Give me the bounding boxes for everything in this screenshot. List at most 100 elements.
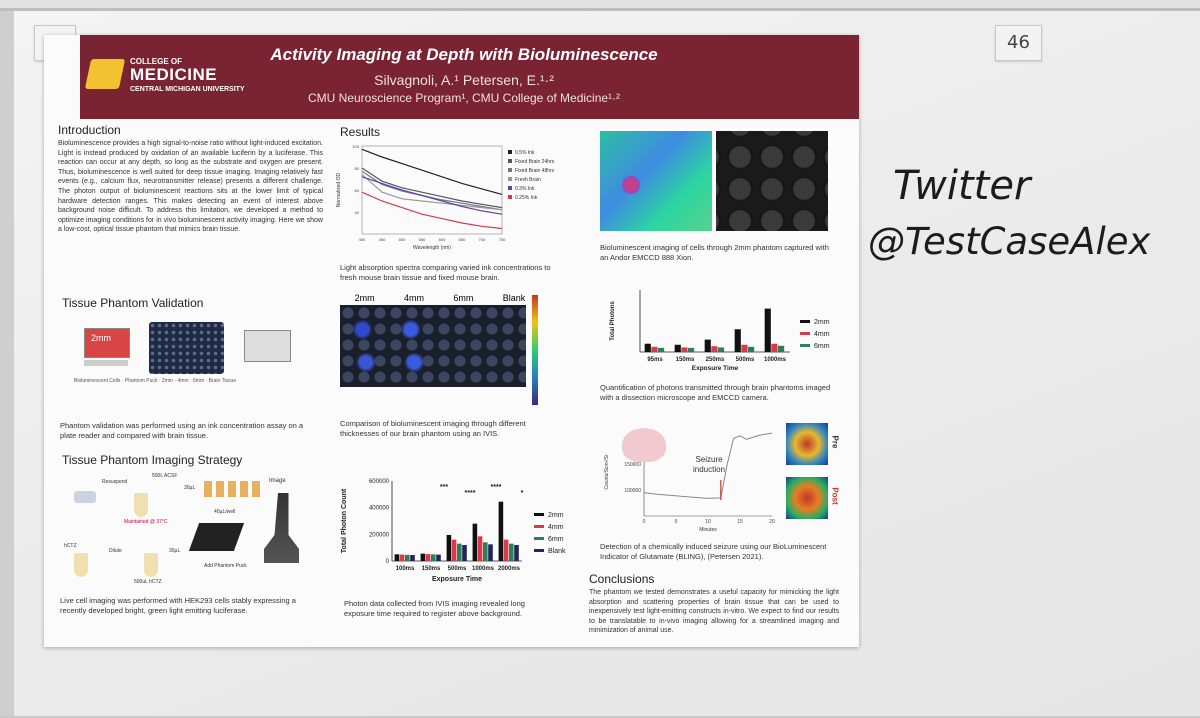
legend-swatch-1	[508, 159, 512, 163]
legend-4mm: 4mm	[177, 378, 189, 384]
ivis-image-panel: 2mm 4mm 6mm Blank	[340, 293, 570, 405]
college-logo: COLLEGE OF MEDICINE CENTRAL MICHIGAN UNI…	[84, 57, 258, 101]
x-tick-4: 1000ms	[764, 357, 787, 363]
board-frame-edge	[0, 11, 14, 716]
x-tick-5: 650	[459, 237, 466, 242]
poster-title: Activity Imaging at Depth with Biolumine…	[270, 45, 658, 64]
x-tick-0: 0	[643, 519, 646, 525]
conclusions-text: The phantom we tested demonstrates a use…	[589, 589, 839, 635]
label-hctz-volume: 500uL hCTZ	[134, 579, 162, 585]
label-acsf: 500L ACSF	[152, 473, 178, 479]
emccd-brightfield-image	[716, 131, 828, 231]
significance-marker-2: ****	[491, 484, 502, 491]
ivis-column-labels: 2mm 4mm 6mm Blank	[340, 293, 540, 303]
plate-reader-icon	[244, 330, 291, 362]
bar-250ms-6mm	[718, 347, 725, 352]
significance-marker-1: ****	[465, 490, 476, 497]
bar-95ms-6mm	[658, 347, 665, 352]
introduction-heading: Introduction	[58, 123, 121, 137]
conclusions-heading: Conclusions	[589, 572, 655, 586]
bar-1000ms-6mm	[483, 542, 488, 561]
label-add-puck: Add Phantom Puck	[204, 563, 247, 569]
x-tick-0: 95ms	[647, 357, 663, 363]
y-axis-label: Total Photon Count	[341, 488, 348, 553]
legend-label-2: 6mm	[814, 343, 830, 350]
legend-swatch-0	[800, 320, 810, 323]
legend-swatch-0	[534, 513, 544, 516]
x-tick-1: 5	[675, 519, 678, 525]
logo-line3: CENTRAL MICHIGAN UNIVERSITY	[130, 86, 245, 93]
strategy-figure: Resuspend 500L ACSF 30µL Maintained @ 37…	[64, 473, 314, 588]
bar-95ms-2mm	[644, 343, 651, 352]
legend-swatch-3	[534, 549, 544, 552]
validation-heading: Tissue Phantom Validation	[62, 296, 204, 310]
legend-cells: Bioluminescent Cells	[74, 378, 121, 384]
bar-1000ms-2mm	[764, 308, 771, 352]
legend-6mm: 6mm	[193, 378, 205, 384]
x-tick-4: 600	[439, 237, 446, 242]
label-dilute: Dilute	[109, 548, 122, 554]
legend-label-1: 4mm	[814, 331, 830, 338]
y-tick-1: 150000	[624, 462, 641, 468]
bar-150ms-Blank	[436, 554, 441, 561]
y-tick-1: 60	[355, 188, 360, 193]
bar-2000ms-2mm	[498, 501, 504, 561]
legend-puck: Phantom Puck	[124, 378, 158, 384]
absorption-spectra-chart: 0.5% Ink Fixed Brain 24hrs Fixed Brain 48h…	[336, 144, 555, 251]
bar-100ms-6mm	[405, 554, 410, 561]
bar-500ms-Blank	[462, 545, 467, 561]
bar-150ms-2mm	[674, 344, 681, 352]
bar-1000ms-6mm	[778, 345, 785, 352]
legend-label-3: Fresh Brain	[515, 177, 541, 183]
x-tick-7: 750	[499, 237, 506, 242]
legend-label-1: 4mm	[548, 524, 564, 531]
x-tick-2: 250ms	[706, 357, 725, 363]
x-tick-0: 400	[359, 237, 366, 242]
bar-1000ms-Blank	[488, 544, 493, 561]
y-axis-label: Total Photons	[610, 301, 616, 341]
bar-150ms-6mm	[688, 347, 695, 352]
bar-500ms-2mm	[446, 535, 452, 561]
bar-500ms-4mm	[741, 344, 748, 352]
results-heading: Results	[340, 125, 381, 139]
x-tick-1: 450	[379, 237, 386, 242]
legend-label-0: 0.5% Ink	[515, 150, 535, 156]
diluted-tube-icon	[144, 553, 158, 577]
legend-swatch-5	[508, 195, 512, 199]
ivis-label-4mm: 4mm	[404, 293, 425, 303]
introduction-text: Bioluminescence provides a high signal-t…	[58, 140, 323, 234]
legend-swatch-2	[534, 537, 544, 540]
bar-500ms-2mm	[734, 329, 741, 352]
y-tick-1: 200000	[369, 532, 390, 538]
plate-icon	[188, 523, 245, 551]
legend-swatch-2	[800, 344, 810, 347]
poster-authors: Silvagnoli, A.¹ Petersen, E.¹·²	[374, 72, 554, 88]
label-resuspend: Resuspend	[102, 479, 128, 485]
label-image: Image	[269, 478, 286, 484]
x-axis-label: Exposure Time	[432, 576, 482, 583]
legend-swatch-1	[534, 525, 544, 528]
label-hctz: hCTZ	[64, 543, 77, 549]
legend-label-0: 2mm	[548, 512, 564, 519]
x-tick-0: 100ms	[396, 566, 415, 572]
ivis-label-6mm: 6mm	[453, 293, 474, 303]
x-axis-label: Minutes	[699, 527, 717, 533]
legend-swatch-1	[800, 332, 810, 335]
legend-swatch-4	[508, 186, 512, 190]
series-line-3	[361, 174, 503, 211]
x-tick-1: 150ms	[422, 566, 441, 572]
post-label: Post	[830, 487, 840, 505]
legend-label-2: Fixed Brain 48hrs	[515, 168, 555, 174]
hctz-tube-icon	[74, 553, 88, 577]
pre-seizure-heatmap	[786, 423, 828, 465]
ivis-plate-image	[340, 305, 526, 387]
bar-250ms-2mm	[704, 339, 711, 352]
bar-1000ms-4mm	[477, 536, 483, 561]
validation-caption: Phantom validation was performed using a…	[60, 421, 304, 440]
bar-95ms-4mm	[651, 346, 658, 352]
legend-swatch-0	[508, 150, 512, 154]
bar-150ms-4mm	[681, 347, 688, 352]
label-30ul-a: 30µL	[184, 485, 196, 491]
total-photons-chart: 95ms 150ms 250ms 500ms 1000ms Exposure Time To…	[610, 290, 830, 372]
y-tick-0: 40	[355, 210, 360, 215]
